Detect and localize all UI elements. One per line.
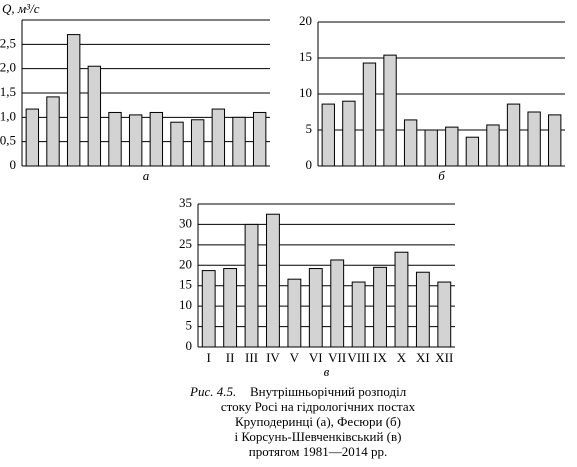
x-tick-label: VII — [328, 350, 346, 365]
bar — [223, 268, 238, 348]
bar — [287, 278, 302, 348]
bar — [190, 119, 205, 167]
caption-line: Внутрішньорічний розподіл — [250, 384, 407, 399]
x-tick-label: I — [207, 350, 211, 365]
x-tick-label: XII — [435, 350, 453, 365]
caption-line: стоку Росі на гідрологічних постах — [221, 399, 416, 414]
y-tick-label: 30 — [179, 215, 192, 230]
x-tick-label: V — [290, 350, 300, 365]
bar — [66, 34, 81, 167]
bar — [108, 111, 122, 167]
bar — [87, 65, 102, 167]
x-tick-label: IV — [266, 350, 280, 365]
y-tick-label: 25 — [179, 236, 192, 251]
y-tick-label: 0,5 — [0, 133, 16, 148]
x-tick-label: VI — [309, 350, 323, 365]
bar — [506, 103, 521, 167]
caption-label: Рис. 4.5. — [189, 384, 236, 399]
x-axis-title: в — [324, 364, 330, 379]
x-tick-label: IX — [373, 350, 387, 365]
bar — [548, 114, 562, 167]
y-tick-label: 1,5 — [0, 84, 16, 99]
bar — [445, 126, 459, 167]
y-tick-label: 1,0 — [0, 108, 16, 123]
x-tick-label: VIII — [347, 350, 369, 365]
y-tick-label: 0 — [186, 338, 193, 353]
bar — [330, 259, 345, 348]
bar — [149, 111, 164, 167]
bar — [321, 103, 335, 167]
bar — [415, 271, 430, 348]
bar — [486, 124, 500, 167]
y-tick-label: 2,5 — [0, 35, 16, 50]
y-tick-label: 10 — [299, 85, 312, 100]
bar — [351, 281, 366, 348]
x-tick-label: XI — [416, 350, 430, 365]
y-tick-label: 35 — [179, 195, 192, 210]
y-tick-label: 2,0 — [0, 60, 16, 75]
bar — [252, 111, 267, 167]
y-tick-label: 15 — [179, 277, 192, 292]
caption-line: і Корсунь-Шевченківський (в) — [235, 429, 402, 444]
bar — [232, 116, 246, 167]
y-tick-label: 20 — [299, 13, 312, 28]
bar — [362, 62, 377, 167]
bar — [25, 108, 40, 167]
y-axis-title: Q, м³/с — [2, 1, 40, 16]
bar — [465, 136, 480, 167]
bar — [394, 251, 409, 348]
x-axis-title: а — [143, 168, 150, 183]
y-tick-label: 0 — [306, 157, 313, 172]
caption-line: Круподеринці (а), Фесюри (б) — [235, 414, 401, 429]
y-tick-label: 15 — [299, 49, 312, 64]
y-tick-label: 20 — [179, 256, 192, 271]
caption-line: протягом 1981—2014 рр. — [249, 444, 388, 459]
bar — [266, 213, 280, 348]
y-tick-label: 0 — [10, 157, 17, 172]
bar — [46, 96, 60, 167]
bar — [373, 266, 387, 348]
bar — [424, 129, 438, 167]
bar — [211, 108, 226, 167]
bar — [437, 281, 452, 348]
bar — [342, 100, 356, 167]
x-tick-label: II — [226, 350, 235, 365]
y-tick-label: 5 — [186, 318, 193, 333]
bar — [244, 223, 259, 348]
bar — [527, 111, 541, 167]
y-tick-label: 5 — [306, 121, 313, 136]
bar — [201, 270, 216, 348]
bar — [128, 114, 143, 167]
bar — [170, 121, 184, 167]
bar — [308, 268, 323, 348]
y-tick-label: 10 — [179, 297, 192, 312]
bar — [383, 54, 397, 167]
x-axis-title: б — [438, 168, 445, 183]
bar — [403, 119, 418, 167]
x-tick-label: X — [397, 350, 407, 365]
x-tick-label: III — [245, 350, 258, 365]
